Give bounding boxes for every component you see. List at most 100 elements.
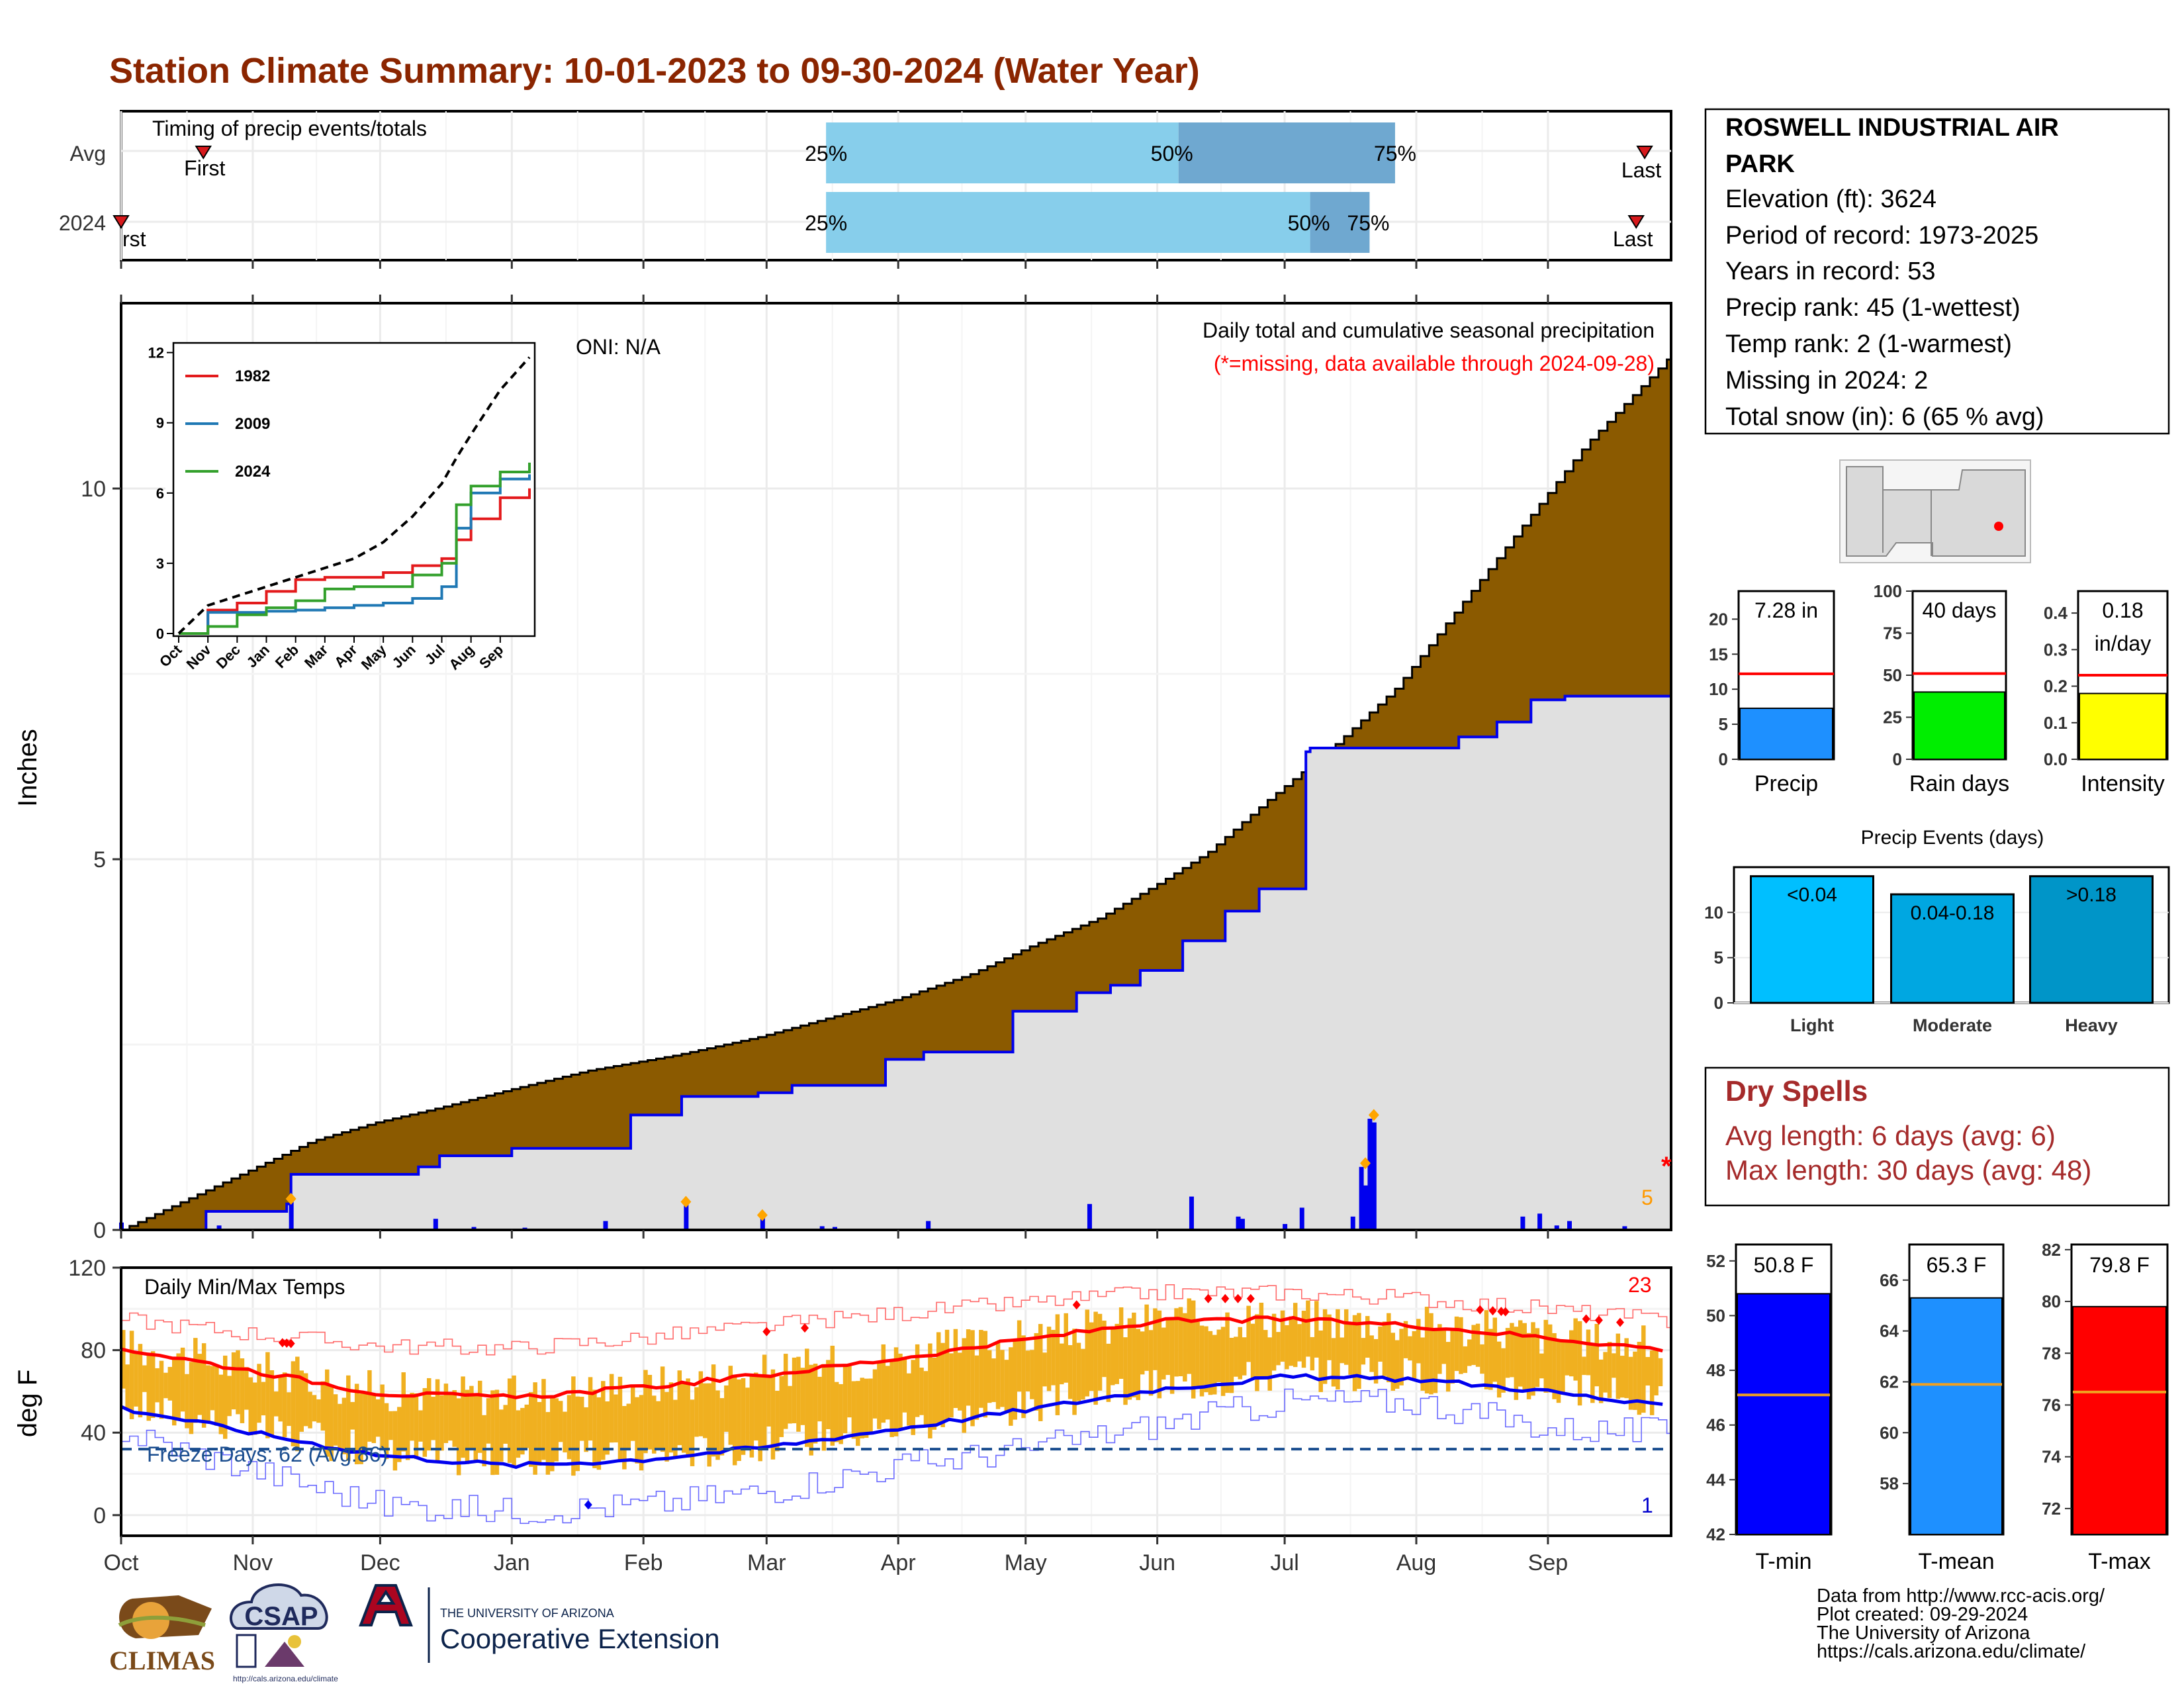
daily-temp-bar: [197, 1354, 202, 1415]
credit-line-3: The University of Arizona: [1817, 1622, 2030, 1644]
daily-temp-bar: [524, 1404, 529, 1448]
daily-temp-bar: [711, 1364, 716, 1457]
daily-temp-bar: [991, 1358, 996, 1403]
daily-temp-bar: [626, 1403, 631, 1450]
daily-temp-bar: [673, 1399, 678, 1459]
events-title: Precip Events (days): [1861, 827, 2044, 849]
daily-temp-bar: [142, 1365, 147, 1392]
Intensity-value-unit: in/day: [2095, 632, 2151, 655]
daily-temp-bar: [902, 1359, 907, 1413]
daily-temp-bar: [206, 1365, 210, 1423]
daily-temp-bar: [1450, 1328, 1455, 1384]
daily-temp-bar: [329, 1384, 334, 1462]
daily-temp-bar: [1238, 1327, 1243, 1380]
daily-temp-bar: [830, 1345, 835, 1446]
daily-temp-bar: [1255, 1314, 1259, 1391]
daily-temp-bar: [681, 1382, 686, 1453]
daily-temp-bar: [1649, 1350, 1655, 1415]
daily-temp-bar: [864, 1378, 869, 1438]
month-label: Aug: [1396, 1550, 1437, 1575]
daily-temp-bar: [1267, 1337, 1272, 1391]
daily-precip-bar: [1359, 1166, 1364, 1230]
daily-temp-bar: [380, 1384, 385, 1448]
daily-temp-bar: [1212, 1335, 1217, 1395]
T-max-bar: [2072, 1305, 2167, 1536]
daily-temp-bar: [558, 1401, 563, 1442]
daily-temp-bar: [512, 1375, 516, 1468]
daily-temp-bar: [1408, 1336, 1412, 1361]
daily-temp-bar: [1225, 1312, 1230, 1393]
daily-temp-bar: [919, 1368, 924, 1415]
daily-temp-bar: [392, 1411, 398, 1471]
record-high-marker: [801, 1323, 809, 1333]
daily-precip-bar: [1087, 1203, 1092, 1230]
daily-temp-bar: [609, 1374, 614, 1443]
events-bar-heavy: [2029, 875, 2154, 1004]
daily-temp-bar: [1183, 1313, 1187, 1382]
credit-line-1: Data from http://www.rcc-acis.org/: [1817, 1585, 2105, 1607]
daily-precip-bar: [1520, 1216, 1525, 1230]
month-label: Dec: [360, 1550, 400, 1575]
T-mean-value-label: 65.3 F: [1927, 1253, 1987, 1277]
daily-temp-bar: [1416, 1319, 1421, 1364]
daily-temp-bar: [1637, 1342, 1642, 1415]
daily-temp-bar: [503, 1405, 508, 1444]
daily-temp-bar: [579, 1397, 584, 1441]
station-info: ROSWELL INDUSTRIAL AIR PARK Elevation (f…: [1704, 108, 2170, 435]
daily-temp-bar: [915, 1344, 920, 1417]
daily-temp-bar: [1403, 1321, 1408, 1358]
record-high-marker: [1594, 1315, 1603, 1325]
daily-temp-bar: [1420, 1337, 1425, 1391]
daily-temp-bar: [367, 1370, 372, 1442]
daily-temp-bar: [1025, 1350, 1030, 1391]
daily-temp-bar: [324, 1369, 330, 1457]
daily-temp-bar: [851, 1381, 856, 1439]
daily-temp-bar: [1615, 1333, 1621, 1399]
y2024-q50-label: 50%: [1288, 211, 1330, 235]
daily-temp-bar: [889, 1360, 894, 1437]
T-min-value-label: 50.8 F: [1754, 1253, 1814, 1277]
daily-temp-bar: [1013, 1340, 1017, 1420]
daily-temp-bar: [1365, 1316, 1370, 1358]
daily-temp-bar: [630, 1384, 635, 1441]
daily-precip-bar: [1236, 1216, 1241, 1230]
inset-ytick-label: 6: [156, 485, 164, 502]
station-line-snow: Total snow (in): 6 (65 % avg): [1725, 403, 2044, 431]
daily-temp-bar: [575, 1396, 580, 1472]
daily-temp-bar: [1306, 1300, 1310, 1357]
daily-temp-bar: [800, 1368, 805, 1425]
daily-temp-bar: [422, 1387, 428, 1457]
record-high-marker: [287, 1338, 295, 1348]
T-mean-category-label: T-mean: [1918, 1549, 1994, 1574]
daily-temp-bar: [214, 1366, 219, 1426]
daily-temp-bar: [1475, 1323, 1480, 1367]
month-label: Jan: [494, 1550, 530, 1575]
inset-legend-label-1982: 1982: [235, 367, 270, 385]
Precip-category-label: Precip: [1754, 771, 1818, 796]
temp-bar-ytick-label: 72: [2042, 1499, 2061, 1519]
daily-temp-bar: [1064, 1313, 1068, 1383]
daily-precip-bar: [832, 1227, 837, 1230]
small-bar-ytick-label: 0: [1893, 749, 1902, 769]
precip-ytick-label: 0: [93, 1218, 106, 1243]
daily-precip-bar: [603, 1221, 608, 1230]
temp-bar-ytick-label: 52: [1706, 1251, 1725, 1271]
temp-bar-ytick-label: 58: [1880, 1474, 1899, 1493]
daily-temp-bar: [287, 1392, 291, 1427]
ua-small-text: THE UNIVERSITY OF ARIZONA: [440, 1607, 614, 1620]
Precip-value-label: 7.28 in: [1754, 598, 1818, 622]
normal-min-line: [121, 1373, 1663, 1470]
record-min-line: [121, 1388, 1671, 1524]
daily-temp-bar: [159, 1360, 164, 1419]
daily-temp-bar: [885, 1366, 890, 1420]
daily-temp-bar: [1654, 1349, 1659, 1395]
temp-ytick-label: 80: [81, 1338, 106, 1364]
record-max-line: [121, 1284, 1671, 1356]
daily-temp-bar: [1510, 1323, 1514, 1378]
record-precip-marker: [285, 1192, 296, 1205]
daily-temp-bar: [872, 1369, 878, 1419]
daily-temp-bar: [516, 1410, 521, 1458]
daily-temp-bar: [788, 1385, 792, 1424]
daily-temp-bar: [1327, 1314, 1332, 1360]
station-name-1: ROSWELL INDUSTRIAL AIR: [1725, 114, 2059, 142]
